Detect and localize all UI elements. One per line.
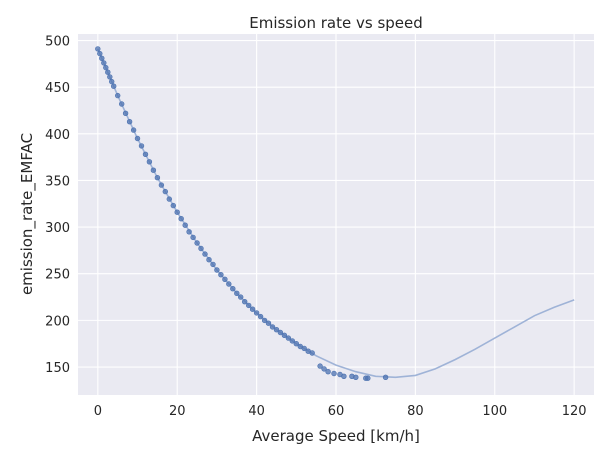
data-point: [230, 286, 236, 292]
data-point: [146, 159, 153, 165]
data-point: [97, 50, 103, 57]
data-point: [138, 143, 145, 149]
x-axis-label: Average Speed [km/h]: [252, 427, 420, 445]
data-point: [226, 281, 232, 287]
x-tick-labels: 0 20 40 60 80 100 120: [94, 404, 587, 419]
data-point: [154, 175, 161, 181]
data-point: [265, 320, 272, 326]
data-point: [353, 374, 359, 380]
data-point: [285, 335, 292, 341]
data-point: [341, 373, 347, 379]
data-point: [105, 69, 111, 75]
data-point: [317, 363, 323, 369]
data-point: [103, 64, 109, 71]
x-tick-label: 120: [562, 404, 587, 419]
x-tick-label: 40: [248, 404, 265, 419]
y-tick-labels: 150 200 250 300 350 400 450 500: [45, 35, 70, 376]
y-axis-label: emission_rate_EMFAC: [18, 133, 37, 295]
y-tick-label: 300: [45, 221, 70, 236]
data-point: [234, 290, 240, 296]
data-point: [277, 329, 284, 336]
data-point: [257, 313, 264, 320]
x-tick-label: 60: [328, 404, 345, 419]
data-point: [198, 245, 204, 252]
data-point: [202, 251, 208, 257]
data-point: [186, 229, 192, 235]
data-point: [114, 92, 121, 99]
data-point: [122, 110, 129, 117]
y-tick-label: 200: [45, 314, 70, 329]
data-point: [218, 272, 224, 278]
data-point: [162, 188, 169, 195]
data-point: [134, 135, 141, 142]
data-point: [242, 299, 248, 305]
data-point: [110, 83, 117, 89]
data-point: [246, 302, 252, 309]
data-point: [382, 374, 389, 380]
data-point: [99, 55, 105, 61]
data-point: [170, 202, 177, 209]
data-point: [95, 46, 101, 52]
data-point: [150, 167, 157, 173]
y-tick-label: 350: [45, 174, 70, 189]
data-point: [107, 74, 113, 80]
data-point: [261, 317, 268, 324]
data-point: [273, 327, 280, 333]
y-tick-label: 150: [45, 361, 70, 376]
data-point: [118, 101, 125, 107]
data-point: [281, 332, 288, 338]
data-point: [238, 294, 244, 300]
data-point: [166, 196, 173, 202]
data-point: [101, 60, 107, 66]
data-point: [108, 78, 115, 85]
y-tick-label: 400: [45, 128, 70, 143]
data-point: [289, 338, 295, 344]
data-point: [194, 240, 200, 246]
data-point: [331, 370, 337, 377]
data-point: [190, 234, 196, 241]
data-point: [249, 306, 256, 312]
data-point: [253, 310, 260, 316]
data-point: [222, 276, 228, 282]
data-point: [293, 341, 299, 347]
data-point: [269, 324, 276, 330]
data-point: [214, 267, 220, 273]
data-point: [158, 182, 165, 188]
y-tick-label: 500: [45, 35, 70, 50]
y-tick-label: 250: [45, 268, 70, 283]
data-point: [174, 209, 180, 215]
data-point: [178, 216, 184, 222]
x-tick-label: 100: [482, 404, 507, 419]
data-point: [365, 375, 371, 381]
chart-title: Emission rate vs speed: [249, 14, 423, 32]
data-point: [210, 261, 216, 268]
data-point: [182, 222, 188, 228]
x-tick-label: 0: [94, 404, 102, 419]
y-tick-label: 450: [45, 81, 70, 96]
data-point: [301, 345, 307, 352]
data-point: [130, 127, 137, 133]
data-point: [325, 369, 331, 375]
x-tick-label: 20: [169, 404, 186, 419]
data-point: [321, 366, 327, 372]
data-point: [142, 151, 149, 158]
data-point: [206, 257, 212, 263]
data-points: [95, 46, 389, 381]
data-point: [309, 350, 315, 356]
grid-lines: [78, 34, 594, 395]
x-tick-label: 80: [407, 404, 424, 419]
data-point: [126, 118, 133, 125]
